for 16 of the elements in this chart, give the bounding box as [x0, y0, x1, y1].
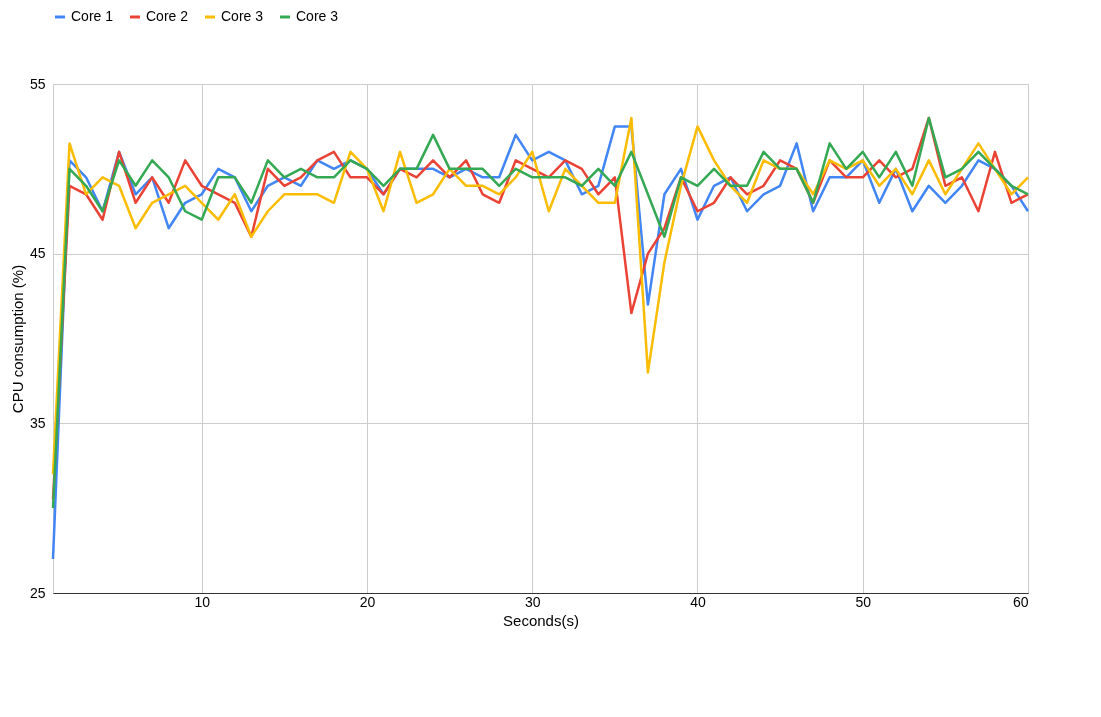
x-tick-label: 50	[855, 593, 872, 610]
x-tick-label: 20	[359, 593, 376, 610]
x-axis-title: Seconds(s)	[503, 611, 579, 629]
y-tick-label: 25	[29, 584, 46, 601]
x-tick-label: 10	[194, 593, 211, 610]
y-axis-title: CPU consumption (%)	[8, 264, 26, 414]
x-tick-label: 40	[690, 593, 706, 610]
x-tick-label: 60	[1012, 593, 1029, 610]
y-tick-label: 55	[29, 75, 46, 92]
y-tick-label: 45	[29, 245, 46, 262]
legend-label: Core 1	[71, 8, 114, 24]
legend-label: Core 2	[146, 8, 189, 24]
legend-label: Core 3	[221, 8, 264, 24]
x-tick-label: 30	[524, 593, 541, 610]
legend-label: Core 3	[296, 8, 339, 24]
y-tick-label: 35	[29, 414, 46, 431]
